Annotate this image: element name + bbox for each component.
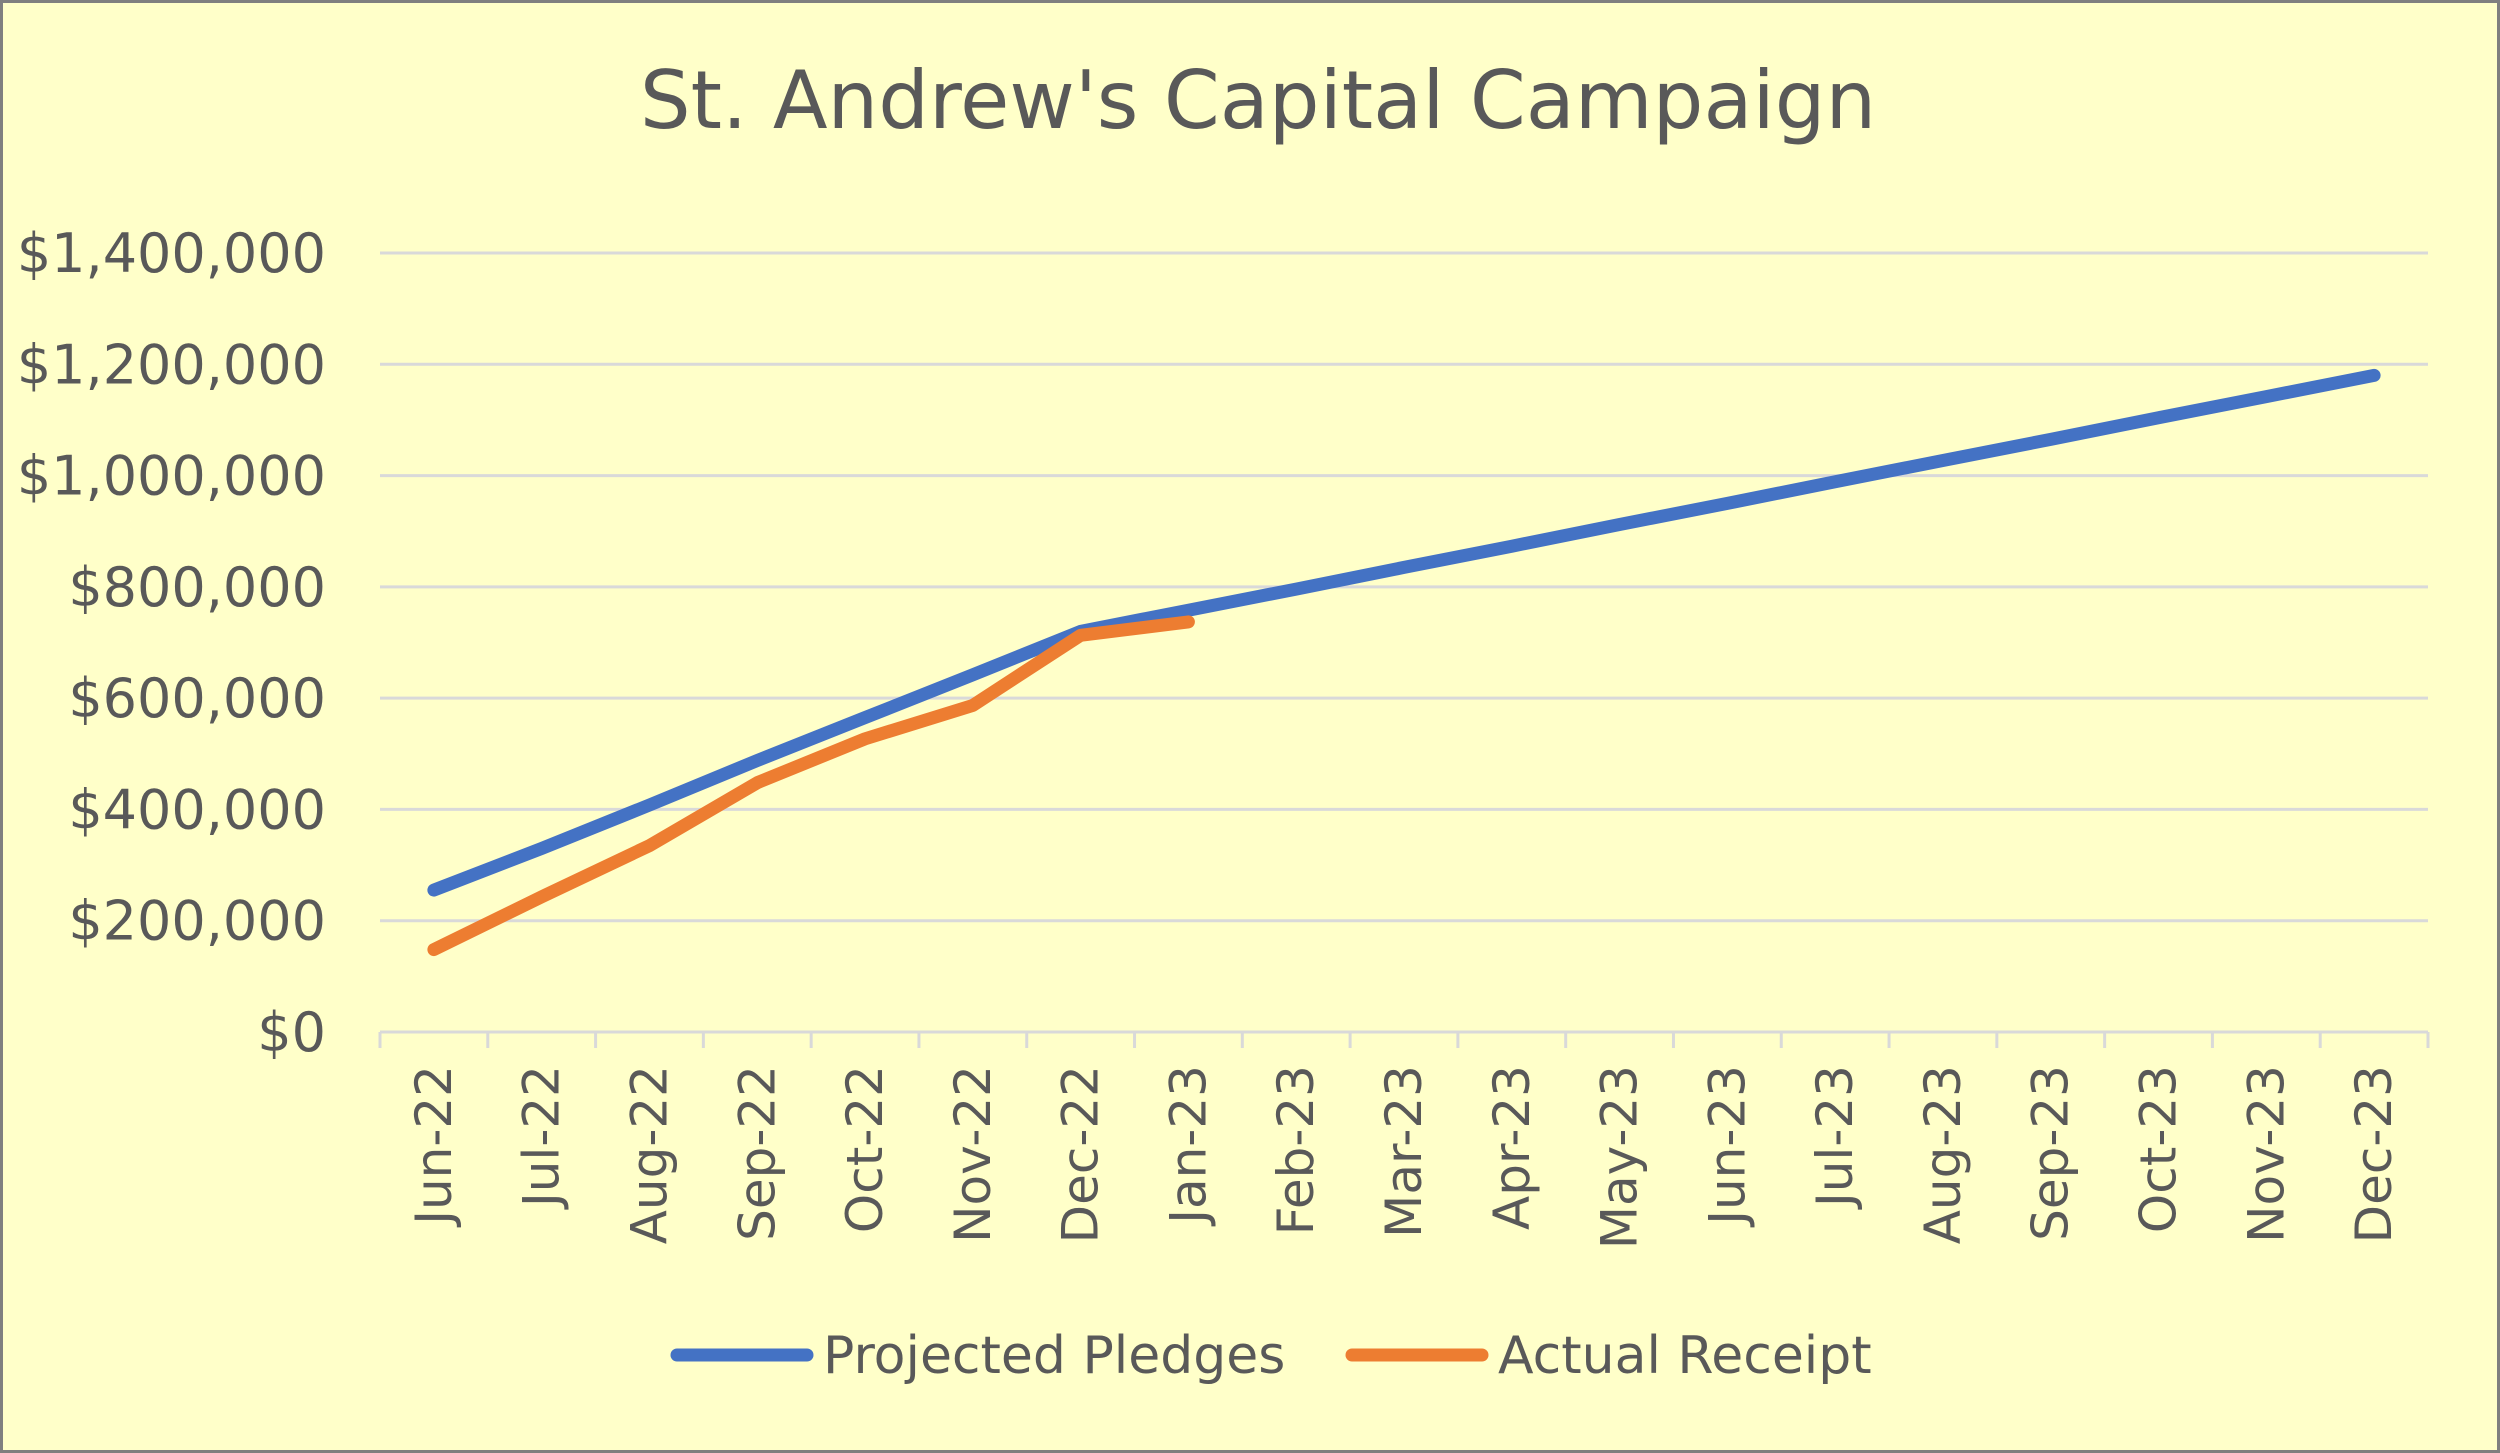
legend: Projected Pledges Actual Receipt	[670, 1326, 1872, 1386]
x-tick-label: Dec-22	[1052, 1065, 1110, 1243]
line-chart: St. Andrew's Capital Campaign $0 $200,000…	[17, 54, 2430, 1386]
x-tick-label: Oct-23	[2130, 1065, 2188, 1233]
y-tick-label: $400,000	[68, 778, 326, 841]
x-tick-label: Sep-23	[2022, 1065, 2080, 1241]
y-tick-label: $0	[257, 1001, 326, 1064]
x-axis	[378, 1030, 2430, 1048]
x-tick-label: Dec-23	[2345, 1065, 2403, 1243]
x-tick-label: Feb-23	[1267, 1065, 1325, 1235]
x-tick-label: Nov-23	[2237, 1065, 2295, 1243]
y-tick-label: $1,400,000	[17, 222, 326, 285]
x-tick-label: Nov-22	[944, 1065, 1002, 1243]
x-tick-label: Jan-23	[1159, 1065, 1217, 1227]
x-tick-label: Mar-23	[1375, 1065, 1433, 1238]
series-lines	[427, 368, 2381, 957]
y-tick-label: $1,000,000	[17, 445, 326, 508]
x-tick-label: Jul-23	[1806, 1065, 1864, 1210]
x-tick-label: Jul-22	[513, 1065, 571, 1210]
legend-label: Projected Pledges	[823, 1326, 1285, 1386]
y-tick-label: $600,000	[68, 667, 326, 730]
series-line-1	[427, 368, 2381, 897]
chart-title: St. Andrew's Capital Campaign	[640, 54, 1876, 147]
series-line-2	[427, 615, 1195, 957]
y-axis-tick-labels: $0 $200,000 $400,000 $600,000 $800,000 $1,000…	[17, 222, 326, 1064]
y-tick-label: $200,000	[68, 890, 326, 953]
x-tick-label: Apr-23	[1483, 1065, 1541, 1230]
x-tick-label: Jun-23	[1698, 1065, 1756, 1228]
y-tick-label: $800,000	[68, 556, 326, 619]
x-tick-label: Aug-23	[1914, 1065, 1972, 1244]
x-tick-label: Sep-22	[728, 1065, 786, 1241]
x-axis-tick-labels: Jun-22 Jul-22 Aug-22 Sep-22 Oct-22 Nov-22 Dec-…	[405, 1065, 2403, 1249]
y-tick-label: $1,200,000	[17, 333, 326, 396]
x-tick-label: May-23	[1591, 1065, 1649, 1249]
x-tick-label: Jun-22	[405, 1065, 463, 1228]
x-tick-label: Oct-22	[836, 1065, 894, 1233]
x-tick-label: Aug-22	[620, 1065, 678, 1244]
legend-label: Actual Receipt	[1498, 1326, 1872, 1386]
